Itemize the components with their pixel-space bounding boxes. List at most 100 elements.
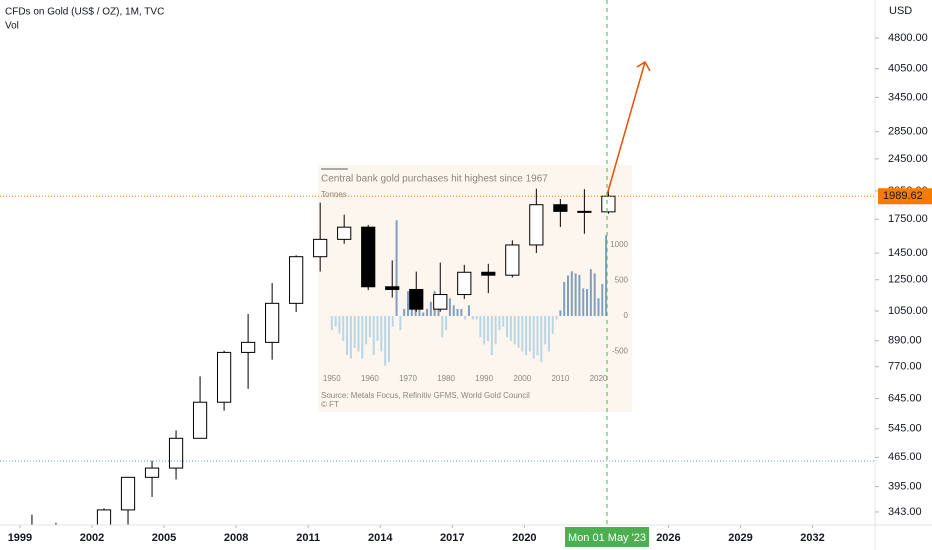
inset-bar — [342, 316, 345, 341]
inset-bar — [559, 310, 562, 317]
inset-bar — [365, 316, 368, 345]
x-tick-label: 1999 — [8, 532, 32, 544]
candle-body — [433, 294, 448, 310]
candle-body — [337, 226, 352, 240]
y-tick-label: 4800.00 — [888, 32, 928, 44]
inset-bar — [567, 275, 569, 317]
inset-bar — [426, 308, 429, 317]
candle-body — [505, 244, 520, 276]
inset-bar — [464, 316, 467, 320]
inset-x-tick-label: 1950 — [323, 374, 341, 383]
x-tick-label: 2011 — [296, 532, 320, 544]
inset-bar — [578, 274, 581, 317]
inset-x-tick-label: 1960 — [361, 374, 379, 383]
inset-title: Central bank gold purchases hit highest … — [321, 174, 548, 185]
inset-bar — [517, 316, 520, 348]
inset-bar — [582, 288, 585, 317]
inset-bar — [384, 316, 387, 366]
inset-bar — [532, 316, 535, 359]
inset-bar — [429, 301, 432, 317]
inset-bar — [597, 298, 600, 317]
inset-bar — [536, 316, 539, 356]
y-tick-label: 1750.00 — [888, 213, 928, 225]
y-tick-label: 4050.00 — [888, 63, 928, 75]
inset-bar — [513, 316, 516, 345]
inset-bar — [483, 316, 486, 345]
inset-bar — [502, 316, 505, 327]
inset-bar — [593, 273, 596, 317]
candle-body — [313, 238, 328, 258]
candle-body — [481, 271, 496, 276]
inset-bar — [391, 316, 394, 327]
y-tick-label: 2450.00 — [888, 153, 928, 165]
x-tick-label: 2005 — [152, 532, 176, 544]
x-tick-label: 2032 — [800, 532, 824, 544]
inset-x-tick-label: 1990 — [475, 374, 493, 383]
inset-bar — [380, 316, 383, 352]
inset-bar — [361, 316, 364, 359]
inset-x-tick-label: 2000 — [513, 374, 531, 383]
inset-bar — [555, 316, 558, 320]
inset-bar — [338, 316, 341, 334]
candle-body — [577, 210, 592, 213]
arrow-line — [606, 61, 646, 196]
inset-bar — [372, 316, 375, 356]
plot — [31, 188, 616, 525]
inset-x-tick-label: 1970 — [399, 374, 417, 383]
inset-x-tick-label: 1980 — [437, 374, 455, 383]
inset-rule — [321, 168, 348, 170]
inset-bar — [445, 316, 448, 331]
chart-title: CFDs on Gold (US$ / OZ), 1M, TVC — [5, 7, 164, 18]
x-tick-label: 2008 — [224, 532, 248, 544]
candle-body — [144, 467, 160, 478]
inset-bar — [498, 316, 501, 331]
y-tick-label: 770.00 — [888, 361, 922, 373]
inset-bar — [547, 316, 550, 352]
inset-bar — [551, 316, 554, 334]
inset-bar — [589, 269, 592, 317]
candle-body — [96, 509, 112, 525]
inset-bar — [357, 316, 360, 352]
y-tick-label: 1050.00 — [888, 305, 928, 317]
inset-bar — [376, 316, 379, 341]
y-tick-label: 645.00 — [888, 392, 922, 404]
inset-bar — [346, 316, 349, 356]
candle-body — [385, 286, 400, 290]
inset-bar — [490, 316, 493, 356]
inset-bar — [494, 316, 497, 345]
inset-bar — [570, 271, 573, 317]
last-price-box — [878, 188, 932, 205]
volume-label: Vol — [5, 21, 19, 32]
candle-body — [216, 351, 232, 403]
y-tick-label: 343.00 — [888, 506, 922, 518]
inset-bar — [441, 316, 444, 338]
inset-x-tick-label: 2020 — [590, 374, 608, 383]
inset-bar — [349, 316, 352, 359]
inset-y-label: Tonnes — [321, 190, 347, 199]
candle-body — [457, 271, 472, 296]
currency-label: USD — [889, 5, 912, 17]
x-tick-label: 2002 — [80, 532, 104, 544]
inset-bar — [540, 316, 543, 363]
y-tick-label: 465.00 — [888, 451, 922, 463]
x-tick-label: 2020 — [512, 532, 536, 544]
inset-bar — [487, 316, 489, 341]
inset-bar — [471, 316, 474, 320]
last-price-label: 1989.62 — [883, 190, 923, 202]
inset-bar — [475, 316, 478, 320]
inset-bar — [422, 312, 425, 317]
candle-body — [601, 195, 616, 213]
cursor-label: Mon 01 May '23 — [568, 532, 646, 544]
inset-y-tick-label: 500 — [615, 276, 629, 285]
candle-body — [289, 256, 304, 304]
y-tick-label: 545.00 — [888, 423, 922, 435]
inset-bar — [418, 308, 421, 317]
inset-bar — [448, 298, 451, 317]
inset-y-tick-label: -500 — [612, 347, 629, 356]
inset-bar — [521, 316, 524, 352]
inset-bar — [544, 316, 547, 345]
cursor-box — [565, 527, 649, 547]
inset-bar — [506, 316, 509, 338]
x-tick-label: 2017 — [440, 532, 464, 544]
inset-bar — [452, 305, 455, 317]
